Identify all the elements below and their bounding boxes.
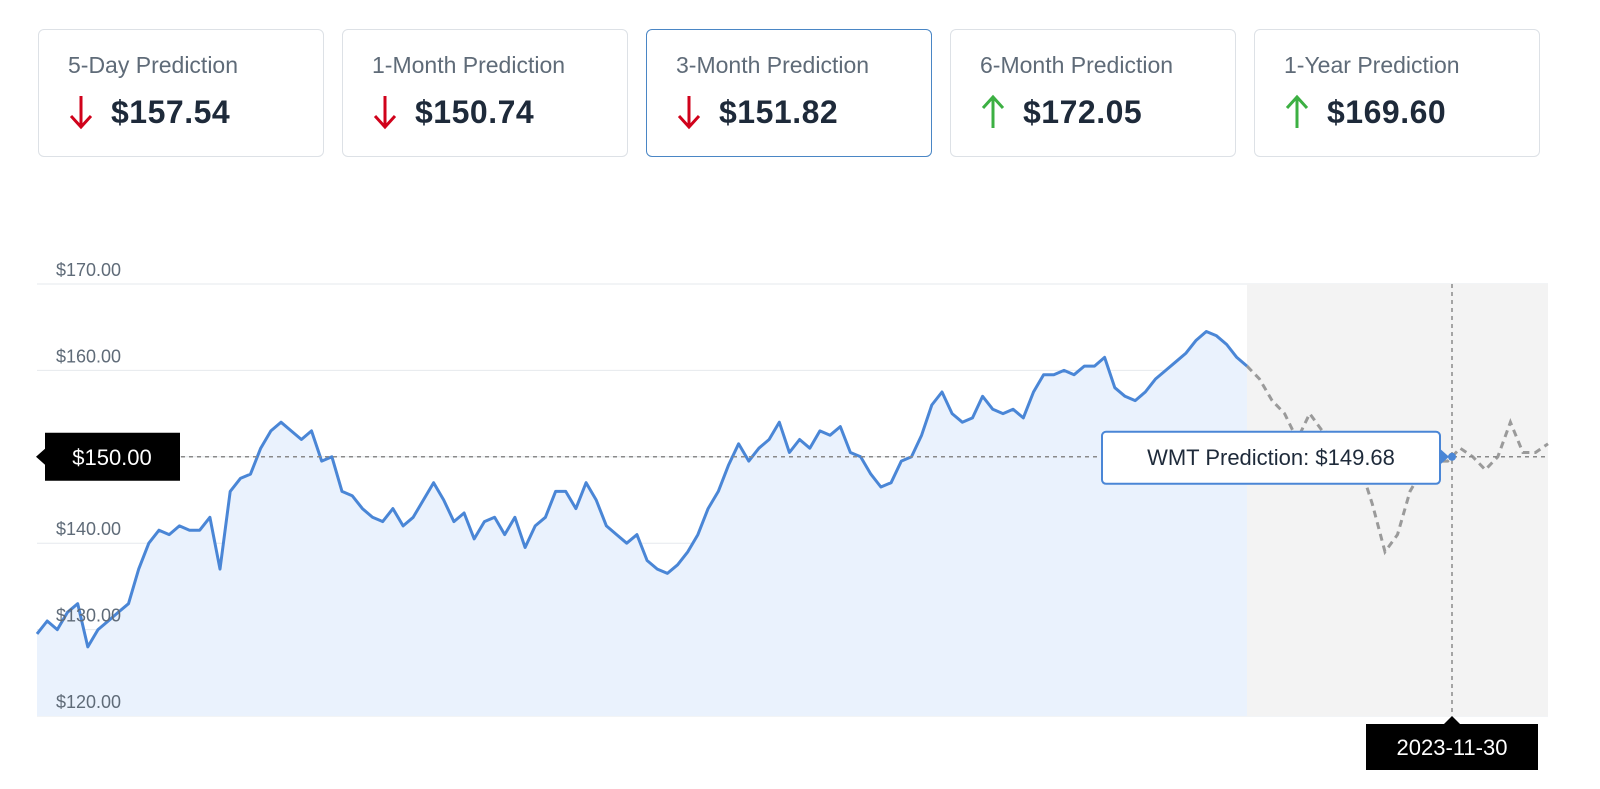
card-value-row: $150.74 xyxy=(371,92,534,132)
y-tick-label: $120.00 xyxy=(56,692,121,712)
card-value: $169.60 xyxy=(1327,93,1447,130)
card-label: 6-Month Prediction xyxy=(980,52,1174,78)
card-label: 1-Year Prediction xyxy=(1284,52,1460,78)
prediction-cards: 5-Day Prediction $157.54 1-Month Predict… xyxy=(38,29,1568,159)
card-value: $150.74 xyxy=(415,93,535,130)
prediction-card-5-day[interactable]: 5-Day Prediction $157.54 xyxy=(38,29,324,157)
prediction-tooltip: WMT Prediction: $149.68 xyxy=(1101,430,1456,485)
prediction-card-6-month[interactable]: 6-Month Prediction $172.05 xyxy=(950,29,1236,157)
date-tag-label: 2023-11-30 xyxy=(1397,735,1508,760)
y-tick-label: $170.00 xyxy=(56,260,121,280)
prediction-card-3-month[interactable]: 3-Month Prediction $151.82 xyxy=(646,29,932,157)
card-label: 1-Month Prediction xyxy=(372,52,566,78)
crosshair: $150.00 2023-11-30 WMT Prediction: $149.68 xyxy=(36,284,1548,770)
arrow-up-icon xyxy=(1285,94,1309,128)
card-label: 5-Day Prediction xyxy=(68,52,239,78)
prediction-card-1-month[interactable]: 1-Month Prediction $150.74 xyxy=(342,29,628,157)
card-value-row: $157.54 xyxy=(67,92,230,132)
card-value-row: $169.60 xyxy=(1283,92,1446,132)
y-tick-label: $140.00 xyxy=(56,519,121,539)
history-line xyxy=(35,330,1248,649)
crosshair-date-tag: 2023-11-30 xyxy=(1366,716,1538,770)
crosshair-point xyxy=(1448,452,1456,461)
price-chart-svg[interactable]: $120.00 $130.00 $140.00 $160.00 $170.00 $150… xyxy=(0,230,1600,784)
arrow-up-icon xyxy=(981,94,1005,128)
crosshair-price-tag: $150.00 xyxy=(36,432,180,481)
chart-areas xyxy=(37,284,1548,716)
tooltip-pointer xyxy=(1440,448,1449,465)
y-tick-label: $160.00 xyxy=(56,346,121,366)
card-value-row: $151.82 xyxy=(675,92,838,132)
y-tick-label: $130.00 xyxy=(56,606,121,626)
card-value: $151.82 xyxy=(719,93,839,130)
card-value-row: $172.05 xyxy=(979,92,1142,132)
prediction-card-1-year[interactable]: 1-Year Prediction $169.60 xyxy=(1254,29,1540,157)
arrow-down-icon xyxy=(677,96,701,130)
date-tag-bg xyxy=(1366,716,1538,770)
forecast-area xyxy=(1247,284,1548,716)
arrow-down-icon xyxy=(69,96,93,130)
card-value: $157.54 xyxy=(111,93,231,130)
history-area xyxy=(37,331,1247,716)
price-chart[interactable]: $120.00 $130.00 $140.00 $160.00 $170.00 $150… xyxy=(0,230,1600,784)
card-value: $172.05 xyxy=(1023,93,1143,130)
arrow-down-icon xyxy=(373,96,397,130)
price-tag-bg xyxy=(36,432,180,481)
y-axis-labels: $120.00 $130.00 $140.00 $160.00 $170.00 xyxy=(56,260,121,712)
tooltip-label: WMT Prediction: $149.68 xyxy=(1147,445,1395,470)
price-tag-label: $150.00 xyxy=(72,445,152,470)
card-label: 3-Month Prediction xyxy=(676,52,870,78)
